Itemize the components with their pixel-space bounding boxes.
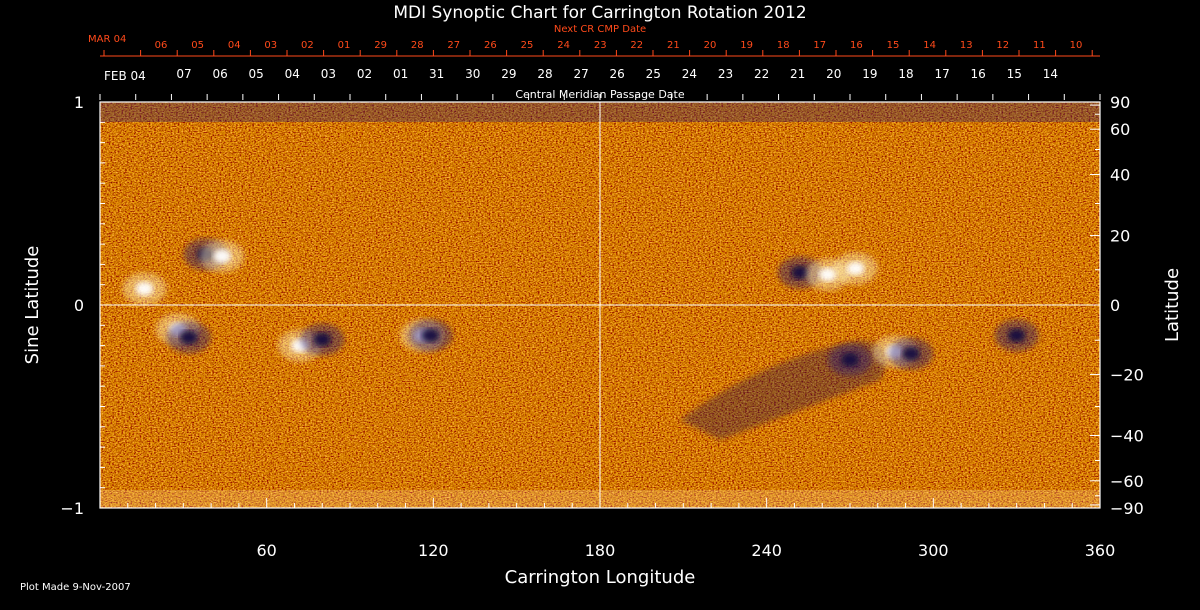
y-left-tick-label: 1 <box>74 93 84 112</box>
next-cmp-date-label: 14 <box>923 40 936 51</box>
y-right-tick-label: −90 <box>1110 499 1144 518</box>
x-axis-ticks: 60 120 180 240 300 360 <box>99 498 1116 560</box>
cmp-date-label: 06 <box>212 67 227 81</box>
next-cmp-date-label: 02 <box>301 40 314 51</box>
next-cmp-date-label: 18 <box>777 40 790 51</box>
next-cmp-date-label: 16 <box>850 40 863 51</box>
cmp-date-label: 01 <box>393 67 408 81</box>
next-cmp-date-label: 12 <box>996 40 1009 51</box>
cmp-date-label: 16 <box>971 67 986 81</box>
next-cmp-date-label: 11 <box>1033 40 1046 51</box>
y-right-tick-label: −60 <box>1110 472 1144 491</box>
next-cmp-date-label: 03 <box>264 40 277 51</box>
x-tick-label: 300 <box>918 541 949 560</box>
next-cmp-date-label: 21 <box>667 40 680 51</box>
next-cmp-date-ticks: 06 05 04 03 02 01 29 28 27 26 25 24 23 22 21 20 19 18 17 16… <box>103 40 1093 56</box>
next-cmp-date-label: 10 <box>1070 40 1083 51</box>
cmp-date-label: 18 <box>898 67 913 81</box>
cmp-date-label: 04 <box>285 67 300 81</box>
y-right-tick-label: 90 <box>1110 93 1130 112</box>
y-right-tick-label: −20 <box>1110 365 1144 384</box>
next-cmp-date-label: 26 <box>484 40 497 51</box>
next-cmp-axis-label: Next CR CMP Date <box>554 24 646 35</box>
next-cmp-date-label: 20 <box>704 40 717 51</box>
cmp-date-label: 20 <box>826 67 841 81</box>
cmp-date-label: 17 <box>934 67 949 81</box>
y-right-tick-label: −40 <box>1110 426 1144 445</box>
cmp-date-label: 26 <box>610 67 625 81</box>
cmp-month-label: FEB 04 <box>104 69 146 83</box>
positive-active-region <box>818 267 837 282</box>
negative-active-region <box>791 265 809 280</box>
next-cmp-date-label: 27 <box>447 40 460 51</box>
next-cmp-date-label: 28 <box>411 40 424 51</box>
plot-made-label: Plot Made 9-Nov-2007 <box>20 582 131 593</box>
y-right-tick-label: 0 <box>1110 296 1120 315</box>
y-right-axis-label: Latitude <box>1162 268 1183 342</box>
negative-active-region <box>902 346 921 361</box>
next-cmp-date-label: 01 <box>338 40 351 51</box>
y-right-tick-label: 40 <box>1110 166 1130 185</box>
next-cmp-date-label: 17 <box>813 40 826 51</box>
next-cmp-date-label: 24 <box>557 40 570 51</box>
cmp-date-label: 27 <box>573 67 588 81</box>
cmp-date-label: 19 <box>862 67 877 81</box>
cmp-date-label: 14 <box>1043 67 1058 81</box>
cmp-date-label: 02 <box>357 67 372 81</box>
positive-active-region <box>213 249 232 264</box>
cmp-date-label: 31 <box>429 67 444 81</box>
next-cmp-date-label: 06 <box>155 40 168 51</box>
positive-active-region <box>135 281 154 296</box>
y-left-axis-label: Sine Latitude <box>22 246 43 365</box>
x-tick-label: 240 <box>751 541 782 560</box>
cmp-date-label: 03 <box>321 67 336 81</box>
cmp-date-label: 28 <box>537 67 552 81</box>
x-tick-label: 120 <box>418 541 449 560</box>
negative-active-region <box>841 352 859 367</box>
chart-title: MDI Synoptic Chart for Carrington Rotati… <box>393 3 806 23</box>
positive-active-region <box>846 261 865 276</box>
y-left-tick-label: 0 <box>74 296 84 315</box>
negative-active-region <box>1007 328 1026 343</box>
cmp-date-label: 29 <box>501 67 516 81</box>
y-right-tick-label: 60 <box>1110 120 1130 139</box>
y-right-tick-label: 20 <box>1110 227 1130 246</box>
cmp-date-label: 21 <box>790 67 805 81</box>
negative-active-region <box>421 328 440 343</box>
negative-active-region <box>179 330 198 345</box>
cmp-date-ticks: 07 06 05 04 03 02 01 31 30 29 28 27 26 25 24 23 22 21 20 19… <box>99 67 1101 100</box>
cmp-date-label: 15 <box>1007 67 1022 81</box>
y-right-axis-ticks: 90 60 40 20 0 −20 −40 −60 −90 <box>1090 93 1144 518</box>
next-cmp-month-label: MAR 04 <box>88 34 126 45</box>
negative-active-region <box>313 332 332 347</box>
cmp-date-label: 30 <box>465 67 480 81</box>
x-tick-label: 360 <box>1085 541 1116 560</box>
y-left-axis-ticks: 1 0 −1 <box>60 93 110 518</box>
next-cmp-date-label: 05 <box>191 40 204 51</box>
next-cmp-date-label: 29 <box>374 40 387 51</box>
cmp-date-label: 22 <box>754 67 769 81</box>
cmp-date-label: 05 <box>249 67 264 81</box>
cmp-date-label: 23 <box>718 67 733 81</box>
cmp-date-label: 07 <box>176 67 191 81</box>
next-cmp-date-label: 13 <box>960 40 973 51</box>
cmp-date-label: 25 <box>646 67 661 81</box>
cmp-date-label: 24 <box>682 67 697 81</box>
next-cmp-date-label: 15 <box>887 40 900 51</box>
next-cmp-date-label: 22 <box>630 40 643 51</box>
next-cmp-date-label: 19 <box>740 40 753 51</box>
next-cmp-date-label: 25 <box>521 40 534 51</box>
next-cmp-date-label: 04 <box>228 40 241 51</box>
x-tick-label: 60 <box>256 541 276 560</box>
y-left-tick-label: −1 <box>60 499 84 518</box>
x-tick-label: 180 <box>585 541 616 560</box>
cmp-axis-label: Central Meridian Passage Date <box>515 88 684 101</box>
x-axis-label: Carrington Longitude <box>505 567 696 588</box>
active-regions <box>122 238 1039 376</box>
next-cmp-date-label: 23 <box>594 40 607 51</box>
